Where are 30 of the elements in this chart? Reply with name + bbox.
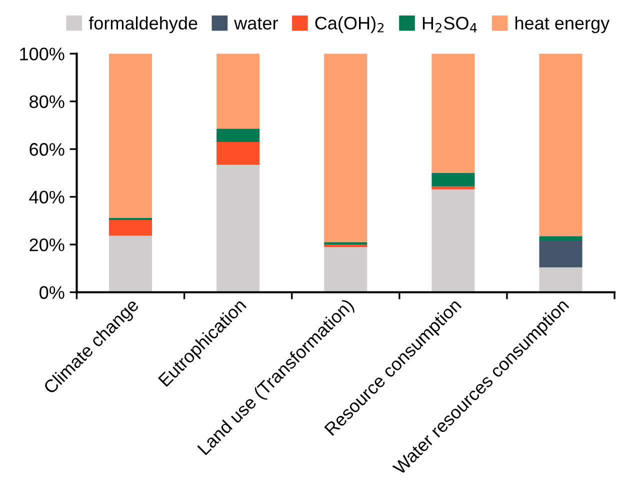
y-tick-label: 40% — [29, 190, 64, 204]
bar — [109, 220, 152, 236]
legend-label: formaldehyde — [88, 16, 198, 34]
bar — [324, 247, 368, 292]
bar — [324, 242, 368, 245]
legend-label: H$_{2}$SO$_{4}$ — [422, 16, 477, 32]
bar — [539, 236, 582, 240]
bar — [216, 128, 260, 142]
bar — [432, 172, 475, 186]
y-tick-label: 100% — [20, 48, 64, 60]
y-tick-label: 20% — [30, 238, 64, 252]
legend-label: heat energy — [516, 16, 610, 34]
y-tick-label: 0% — [40, 286, 64, 299]
legend-label: water — [234, 18, 278, 30]
bar — [432, 54, 475, 173]
bar — [324, 54, 368, 242]
bar — [109, 54, 152, 218]
bar — [216, 164, 260, 292]
bar — [216, 54, 260, 129]
bar — [539, 54, 582, 236]
bar — [109, 236, 152, 292]
bar — [539, 240, 582, 268]
bar — [432, 186, 475, 190]
bar — [539, 267, 582, 292]
bar — [216, 142, 260, 165]
y-tick-label: 80% — [30, 95, 64, 108]
bar — [432, 189, 475, 292]
bar — [324, 244, 368, 248]
y-tick-label: 60% — [30, 143, 64, 156]
legend-label: Ca(OH)$_{2}$ — [315, 16, 384, 34]
